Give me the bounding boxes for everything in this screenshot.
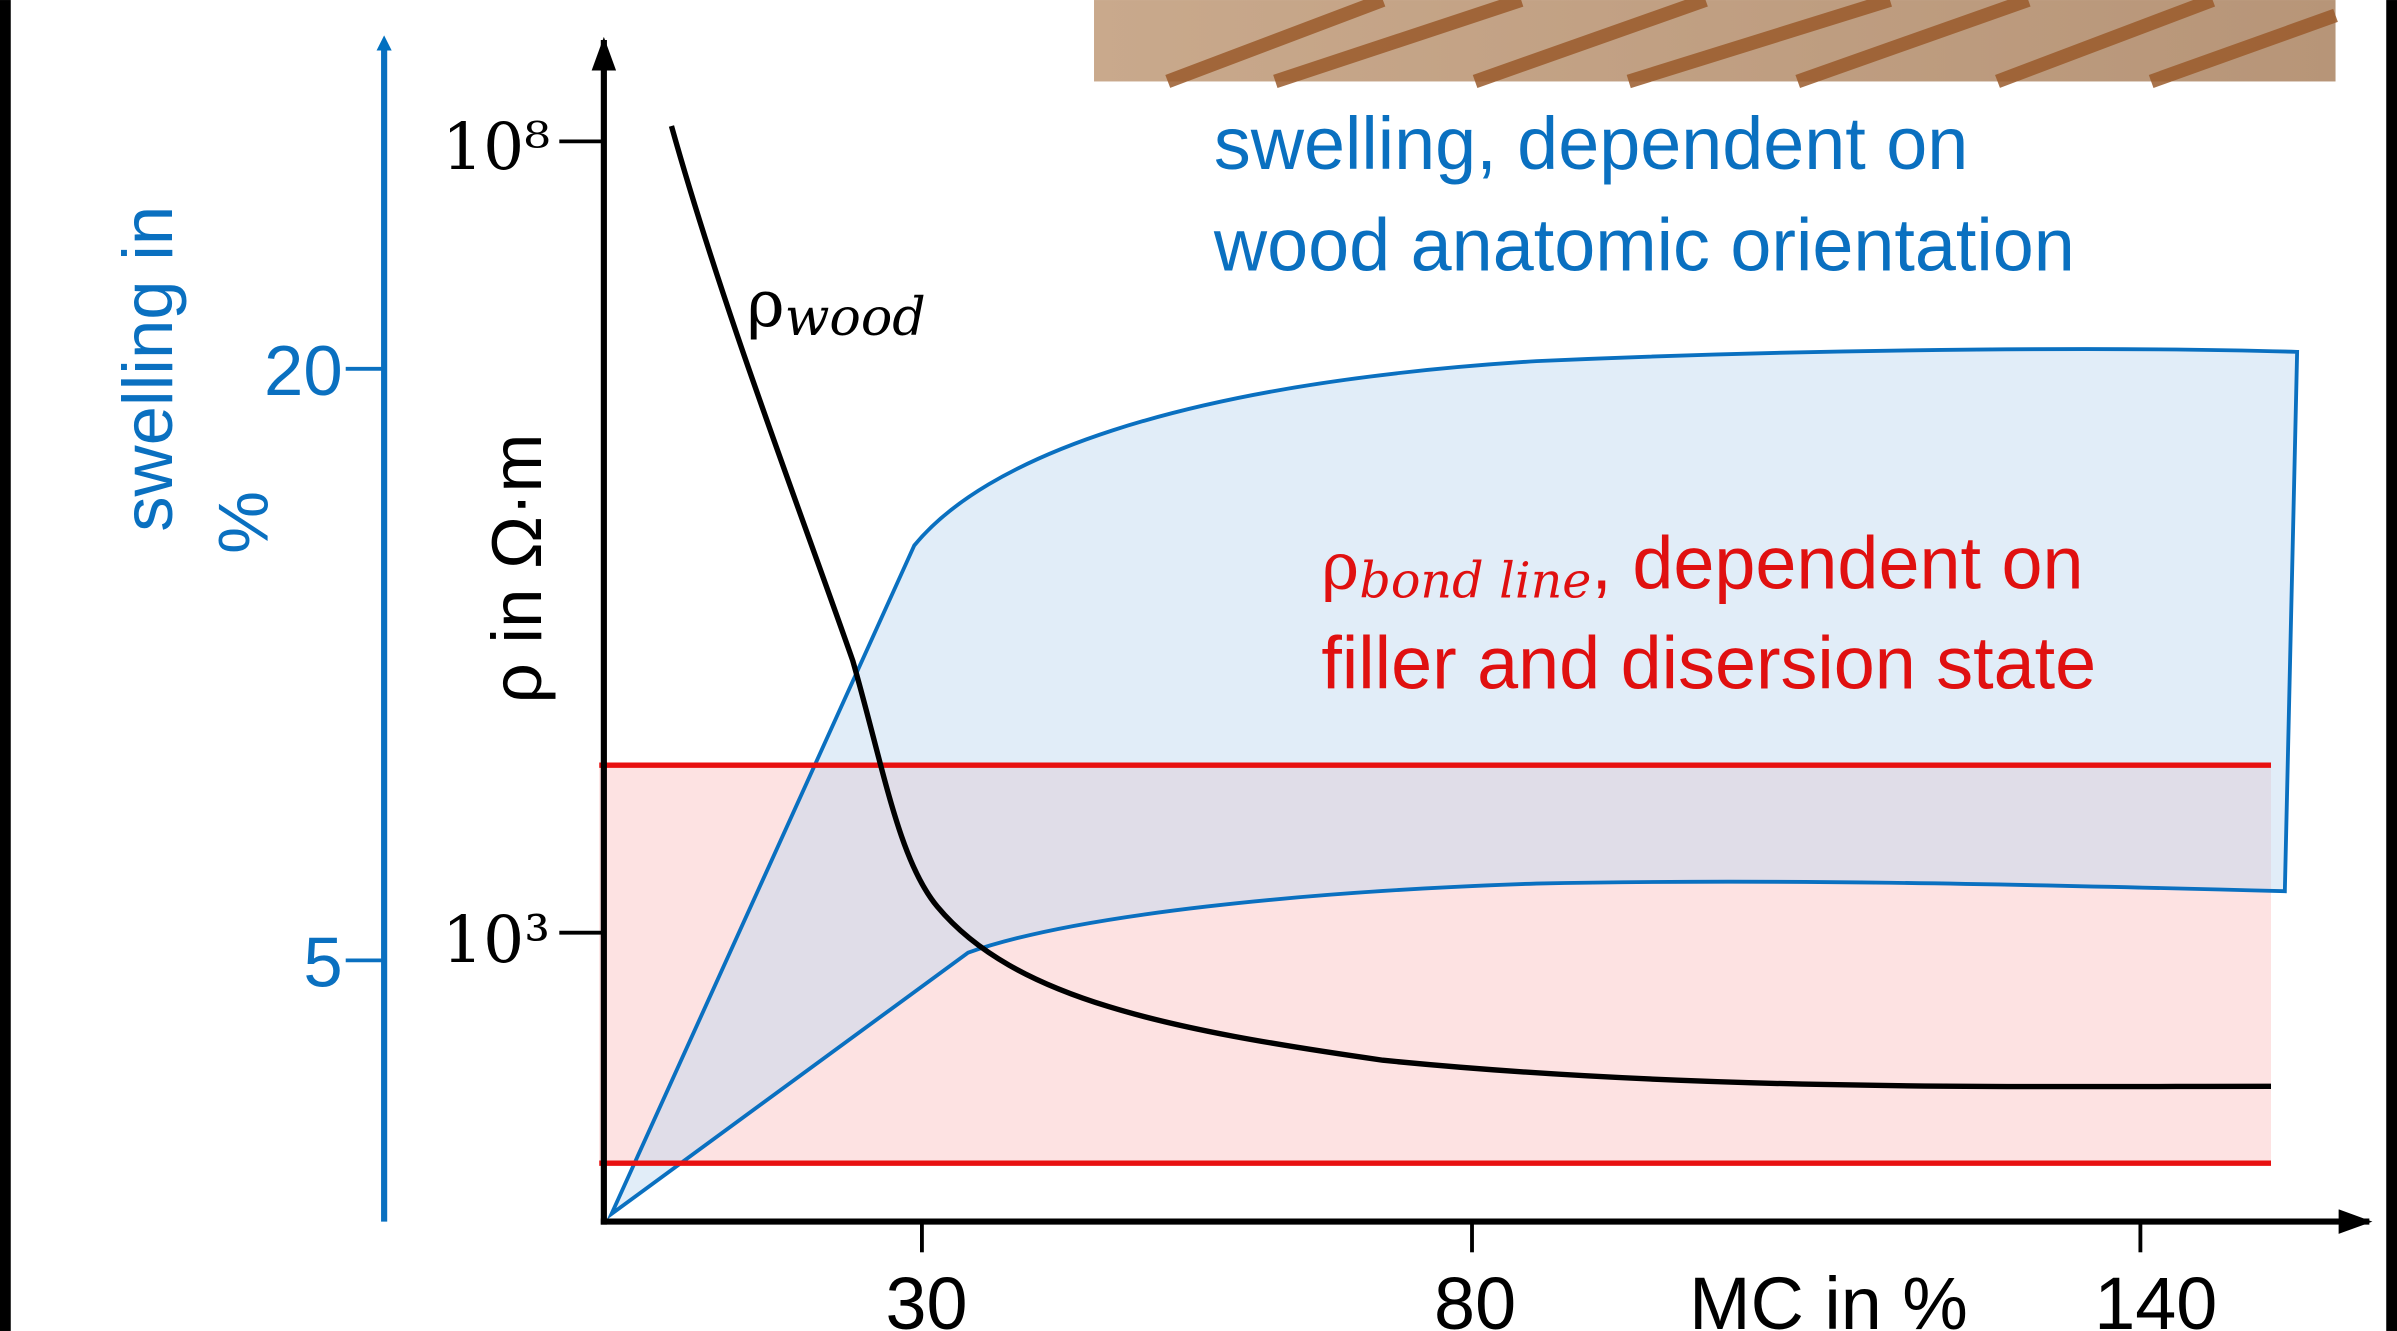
tick-label: 10⁸	[442, 110, 550, 185]
tick-label: 140	[2094, 1262, 2217, 1331]
swelling-band	[606, 347, 2300, 1220]
bond-line-annotation: filler and disersion state	[1321, 621, 2096, 704]
swelling-annotation: swelling, dependent on	[1214, 102, 1968, 185]
frame-left	[0, 0, 11, 1331]
wood-curve	[668, 125, 2272, 1090]
axis-title: ρ in Ω·m	[477, 434, 556, 704]
text: , dependent on	[1591, 522, 2083, 605]
axis-title: %	[203, 491, 282, 554]
tick-label: 10³	[442, 903, 550, 978]
tick-label: 30	[886, 1262, 968, 1331]
bond-line-annotation: ρbond line, dependent on	[1321, 522, 2083, 610]
axis-title: swelling in	[108, 206, 187, 532]
tick-label: 80	[1434, 1262, 1516, 1331]
symbol: ρ	[747, 267, 785, 342]
subscript: wood	[785, 288, 926, 348]
tick-label: 20	[264, 331, 343, 410]
subscript: bond line	[1359, 552, 1591, 610]
tick-label: 5	[303, 922, 342, 1001]
wood-label: ρwood	[747, 267, 926, 348]
wood-grain	[1165, 0, 2338, 89]
wood-image	[1094, 0, 2338, 89]
symbol: ρ	[1321, 530, 1359, 605]
axis-title: MC in %	[1689, 1262, 1968, 1331]
bond-line-band	[599, 765, 2272, 1164]
swelling-annotation: wood anatomic orientation	[1213, 203, 2075, 286]
frame-right	[2386, 0, 2397, 1331]
